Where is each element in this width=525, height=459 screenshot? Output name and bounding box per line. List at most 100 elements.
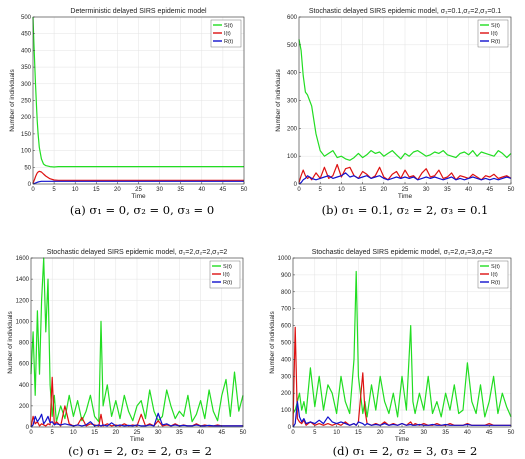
- x-tick-label: 0: [291, 430, 295, 436]
- x-tick-label: 0: [297, 187, 301, 193]
- y-tick-label: 300: [21, 82, 32, 88]
- y-tick-label: 500: [21, 15, 32, 21]
- series-line-s: [32, 16, 244, 168]
- x-axis-label: Time: [398, 193, 413, 200]
- legend-label-s: S(t): [491, 23, 500, 29]
- series-line-r: [298, 172, 512, 185]
- y-tick-label: 500: [281, 341, 292, 347]
- legend-label-r: R(t): [223, 280, 232, 286]
- x-tick-label: 15: [359, 187, 366, 193]
- legend-label-s: S(t): [491, 264, 500, 270]
- y-tick-label: 600: [287, 15, 298, 21]
- legend-label-r: R(t): [491, 280, 500, 286]
- x-tick-label: 10: [338, 187, 345, 193]
- x-tick-label: 5: [51, 430, 55, 436]
- y-tick-label: 100: [21, 149, 32, 155]
- x-tick-label: 45: [486, 187, 493, 193]
- chart-panel-1: 0 5 10 15 20 25 30 35 40 45 5005010015020025030035…: [9, 8, 248, 217]
- x-tick-label: 25: [135, 187, 142, 193]
- series-line-s: [298, 39, 512, 161]
- y-tick-label: 500: [287, 43, 298, 49]
- legend-label-i: I(t): [223, 272, 230, 278]
- subfigure-caption: (b) σ₁ = 0.1, σ₂ = 2, σ₃ = 0.1: [322, 203, 489, 217]
- x-tick-label: 30: [420, 430, 427, 436]
- legend-label-i: I(t): [224, 31, 231, 37]
- chart-panel-2: 0 5 10 15 20 25 30 35 40 45 500100200300400500600S…: [275, 8, 515, 217]
- y-tick-label: 1000: [278, 256, 292, 262]
- y-tick-label: 1400: [16, 277, 30, 283]
- y-tick-label: 0: [288, 425, 292, 431]
- x-tick-label: 15: [91, 430, 98, 436]
- x-tick-label: 10: [333, 430, 340, 436]
- y-tick-label: 0: [28, 182, 32, 188]
- x-tick-label: 10: [70, 430, 77, 436]
- x-tick-label: 5: [313, 430, 317, 436]
- x-tick-label: 25: [402, 187, 409, 193]
- subfigure-caption: (c) σ₁ = 2, σ₂ = 2, σ₃ = 2: [68, 444, 212, 458]
- y-axis-label: Number of individuals: [269, 311, 276, 374]
- x-tick-label: 50: [241, 187, 248, 193]
- x-axis-label: Time: [130, 436, 145, 443]
- y-tick-label: 300: [281, 374, 292, 380]
- y-tick-label: 250: [21, 99, 32, 105]
- series-line-i: [32, 170, 244, 184]
- y-tick-label: 200: [21, 115, 32, 121]
- x-axis-label: Time: [395, 436, 410, 443]
- legend: S(t) I(t) R(t): [477, 19, 509, 48]
- legend: S(t) I(t) R(t): [209, 260, 241, 289]
- legend-label-r: R(t): [224, 39, 233, 45]
- x-tick-label: 40: [198, 187, 205, 193]
- y-tick-label: 100: [281, 408, 292, 414]
- x-tick-label: 20: [112, 430, 119, 436]
- series-line-r: [292, 401, 511, 428]
- x-tick-label: 15: [355, 430, 362, 436]
- y-tick-label: 800: [281, 290, 292, 296]
- y-tick-label: 400: [21, 48, 32, 54]
- series-line-r: [32, 180, 244, 185]
- x-tick-label: 40: [197, 430, 204, 436]
- x-tick-label: 15: [93, 187, 100, 193]
- y-tick-label: 800: [19, 341, 30, 347]
- x-tick-label: 25: [399, 430, 406, 436]
- legend-label-i: I(t): [491, 272, 498, 278]
- y-tick-label: 600: [19, 362, 30, 368]
- chart-title: Stochastic delayed SIRS epidemic model, …: [309, 8, 501, 15]
- y-tick-label: 0: [294, 182, 298, 188]
- y-tick-label: 100: [287, 154, 298, 160]
- legend: S(t) I(t) R(t): [210, 19, 242, 48]
- x-tick-label: 45: [220, 187, 227, 193]
- legend-label-i: I(t): [491, 31, 498, 37]
- chart-title: Stochastic delayed SIRS epidemic model, …: [312, 249, 493, 256]
- series-line-s: [292, 270, 512, 418]
- legend-label-s: S(t): [223, 264, 232, 270]
- chart-title: Deterministic delayed SIRS epidemic mode…: [70, 8, 207, 15]
- y-tick-label: 450: [21, 32, 32, 38]
- legend: S(t) I(t) R(t): [477, 260, 509, 289]
- x-tick-label: 20: [114, 187, 121, 193]
- y-tick-label: 900: [281, 273, 292, 279]
- x-tick-label: 50: [508, 187, 515, 193]
- y-tick-label: 600: [281, 324, 292, 330]
- y-axis-label: Number of individuals: [7, 311, 14, 374]
- x-axis-label: Time: [131, 193, 146, 200]
- x-tick-label: 0: [29, 430, 33, 436]
- y-tick-label: 50: [24, 165, 31, 171]
- y-tick-label: 0: [26, 425, 30, 431]
- x-tick-label: 30: [423, 187, 430, 193]
- subfigure-caption: (a) σ₁ = 0, σ₂ = 0, σ₃ = 0: [70, 203, 214, 217]
- x-tick-label: 35: [176, 430, 183, 436]
- y-tick-label: 1600: [16, 256, 30, 262]
- y-tick-label: 1200: [16, 298, 30, 304]
- x-tick-label: 30: [156, 187, 163, 193]
- chart-panel-4: 0 5 10 15 20 25 30 35 40 45 5001002003004005006007…: [269, 249, 515, 458]
- x-tick-label: 20: [377, 430, 384, 436]
- x-tick-label: 25: [134, 430, 141, 436]
- series-line-i: [298, 163, 512, 183]
- x-tick-label: 20: [380, 187, 387, 193]
- legend-label-s: S(t): [224, 23, 233, 29]
- y-tick-label: 300: [287, 99, 298, 105]
- y-tick-label: 400: [281, 357, 292, 363]
- x-tick-label: 35: [177, 187, 184, 193]
- x-tick-label: 5: [52, 187, 56, 193]
